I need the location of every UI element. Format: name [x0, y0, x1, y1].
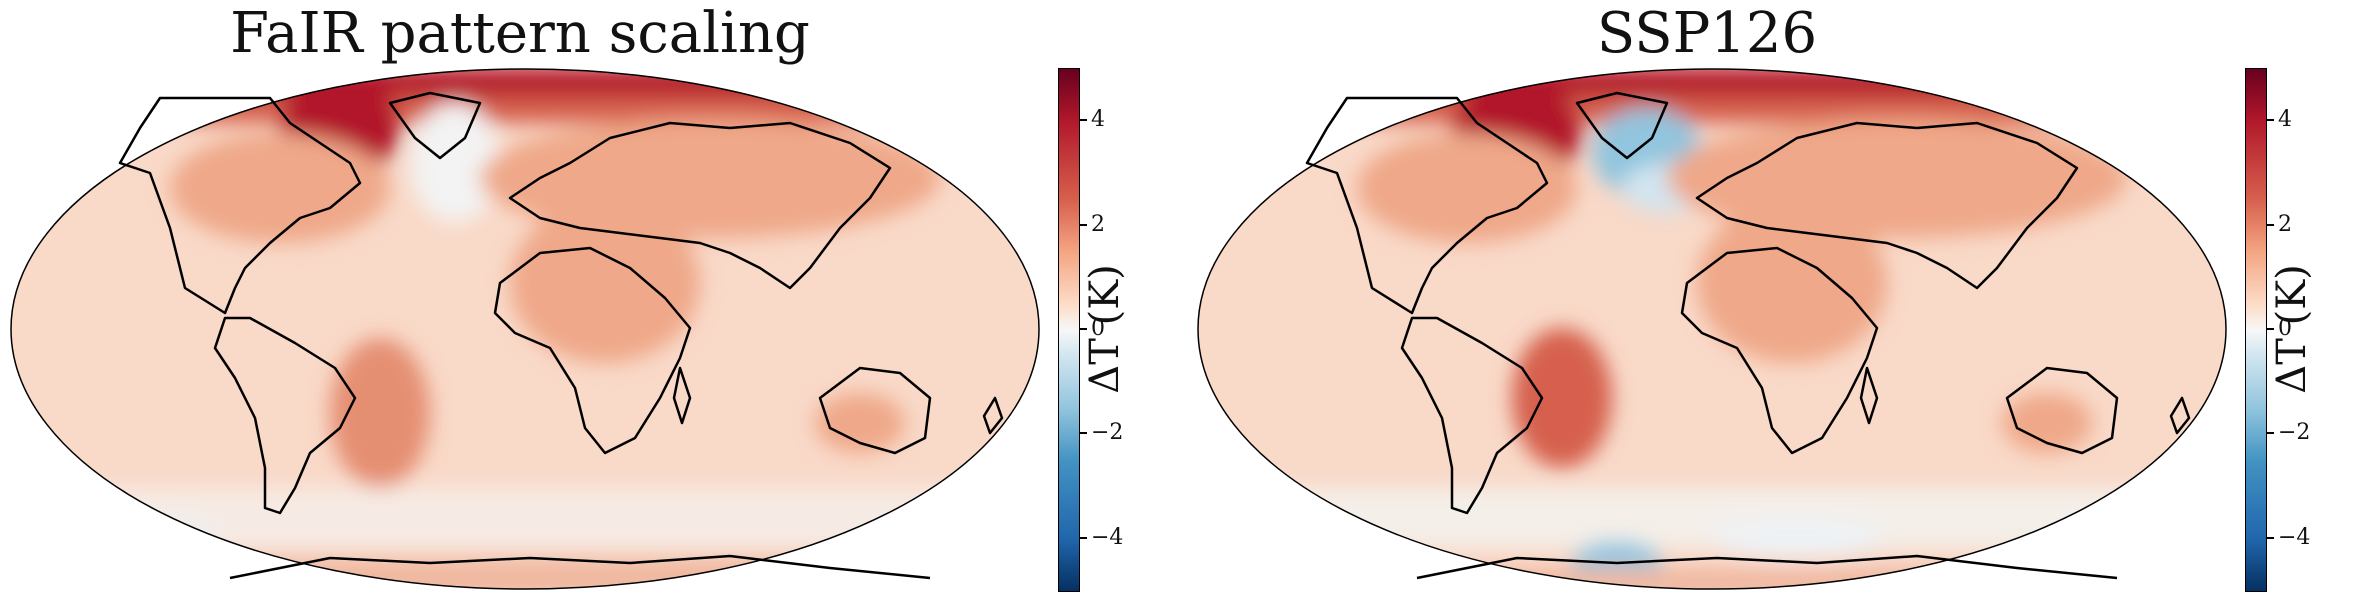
temperature-field — [1198, 69, 2226, 589]
colorbar-ticks: 4 2 0 −2 −4 — [1079, 68, 1139, 590]
colorbar-label: ΔT (K) — [1082, 264, 1128, 394]
tick-label: 0 — [2278, 316, 2292, 341]
coastlines — [118, 91, 1004, 580]
colorbar — [1058, 68, 1080, 592]
temperature-field — [11, 69, 1039, 589]
tick-label: 2 — [1091, 212, 1105, 237]
panel-title: FaIR pattern scaling — [230, 1, 810, 66]
panel-title: SSP126 — [1596, 1, 1818, 66]
tick-label: 0 — [1091, 316, 1105, 341]
tick-label: 2 — [2278, 212, 2292, 237]
tick-label: 4 — [1091, 107, 1105, 132]
colorbar-ticks: 4 2 0 −2 −4 — [2266, 68, 2326, 590]
colorbar-label: ΔT (K) — [2269, 264, 2315, 394]
tick-label: −2 — [1091, 420, 1124, 445]
world-map — [10, 68, 1040, 590]
map-border — [1197, 68, 2227, 590]
coastlines — [1305, 91, 2191, 580]
map-border — [10, 68, 1040, 590]
tick-label: −4 — [1091, 525, 1124, 550]
tick-label: −4 — [2278, 525, 2311, 550]
tick-label: −2 — [2278, 420, 2311, 445]
map-panel-fair: FaIR pattern scaling — [0, 0, 1180, 599]
map-panel-ssp126: SSP126 — [1187, 0, 2367, 599]
tick-label: 4 — [2278, 107, 2292, 132]
colorbar — [2245, 68, 2267, 592]
world-map — [1197, 68, 2227, 590]
